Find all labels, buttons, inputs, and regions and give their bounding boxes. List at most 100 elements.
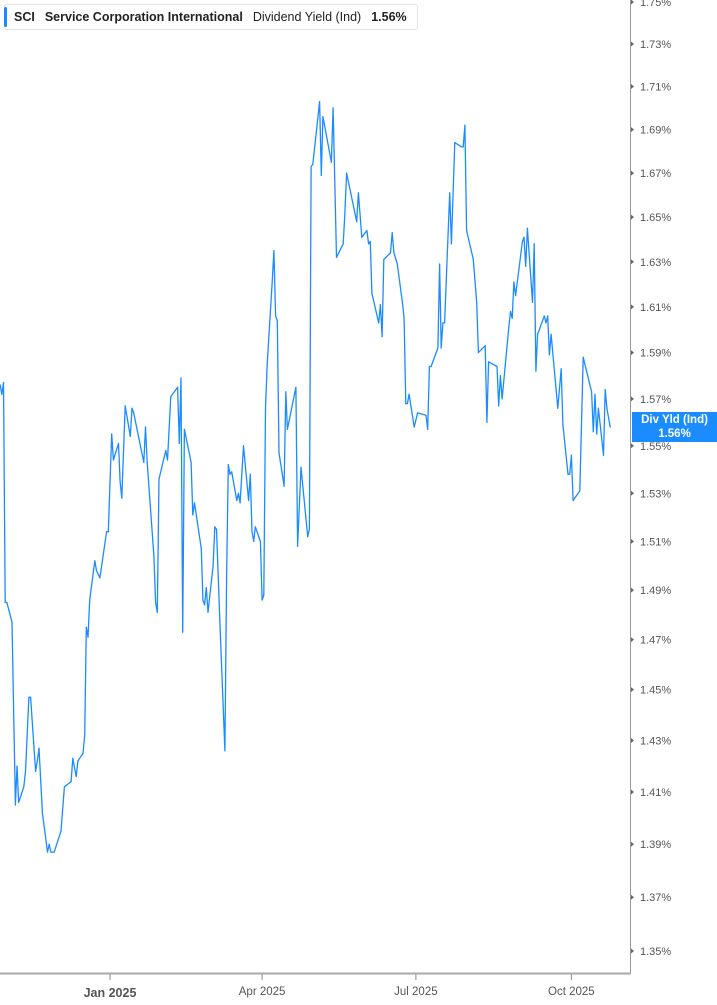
- data-point: [391, 232, 393, 234]
- data-point: [513, 281, 515, 283]
- data-point: [591, 391, 593, 393]
- data-point: [35, 770, 37, 772]
- data-point: [30, 696, 32, 698]
- data-point: [236, 499, 238, 502]
- data-point: [408, 393, 410, 395]
- data-point: [24, 770, 27, 772]
- data-point: [548, 354, 551, 356]
- data-point: [87, 636, 89, 638]
- data-point: [14, 804, 16, 806]
- data-point: [569, 473, 571, 475]
- data-point: [466, 229, 468, 232]
- data-point: [547, 315, 549, 317]
- y-tick-mark: [631, 841, 634, 847]
- y-tick-label: 1.65%: [640, 212, 671, 224]
- data-point: [533, 243, 535, 245]
- data-point: [226, 577, 228, 579]
- data-point: [378, 322, 380, 324]
- data-point: [476, 301, 478, 303]
- data-point: [53, 851, 55, 853]
- data-point: [310, 165, 312, 168]
- y-tick-label: 1.75%: [640, 0, 671, 9]
- data-point: [153, 555, 155, 557]
- y-tick-mark: [631, 737, 634, 743]
- data-point: [307, 536, 309, 538]
- data-point: [239, 502, 241, 504]
- data-point: [285, 391, 287, 393]
- data-point: [396, 263, 398, 265]
- data-point: [248, 499, 250, 502]
- data-point: [312, 163, 314, 165]
- data-point: [192, 514, 194, 516]
- data-point: [335, 256, 338, 258]
- data-point: [592, 431, 594, 433]
- data-point: [89, 599, 91, 601]
- data-point: [224, 750, 226, 752]
- y-tick-label: 1.39%: [640, 839, 671, 851]
- data-point: [596, 433, 598, 435]
- data-point: [393, 252, 395, 254]
- data-point: [94, 560, 96, 562]
- data-point: [276, 320, 278, 322]
- data-point: [204, 604, 206, 606]
- data-point: [462, 146, 464, 148]
- data-point: [444, 322, 446, 324]
- y-tick-label: 1.55%: [640, 441, 671, 453]
- data-point: [251, 531, 253, 533]
- y-tick-mark: [631, 789, 634, 795]
- data-point: [295, 386, 297, 388]
- data-point: [82, 752, 84, 754]
- data-point: [242, 445, 245, 447]
- data-point: [437, 347, 439, 349]
- data-point: [472, 258, 474, 261]
- data-point: [606, 407, 608, 409]
- data-point: [557, 407, 559, 409]
- data-point: [264, 407, 267, 409]
- last-value-number: 1.56%: [658, 428, 691, 440]
- data-point: [229, 473, 231, 475]
- data-point: [383, 258, 385, 261]
- data-point: [297, 545, 299, 547]
- data-point: [4, 601, 6, 604]
- y-tick-mark: [631, 127, 634, 133]
- data-point: [550, 333, 552, 335]
- data-point: [319, 101, 321, 103]
- data-point: [357, 192, 359, 194]
- data-point: [111, 433, 113, 435]
- data-point: [214, 526, 216, 528]
- y-tick-label: 1.67%: [640, 168, 671, 180]
- y-tick-label: 1.57%: [640, 394, 671, 406]
- data-point: [579, 490, 581, 492]
- data-point: [202, 599, 204, 601]
- data-point: [50, 851, 52, 853]
- data-point: [369, 241, 371, 243]
- data-point: [498, 405, 500, 407]
- data-point: [193, 502, 196, 504]
- y-tick-label: 1.53%: [640, 488, 671, 500]
- data-point: [124, 405, 126, 407]
- data-point: [428, 365, 430, 368]
- y-tick-mark: [631, 41, 634, 47]
- data-point: [166, 459, 169, 461]
- data-point: [207, 611, 209, 613]
- legend-value: 1.56%: [371, 10, 407, 24]
- data-point: [602, 454, 605, 456]
- data-point: [200, 548, 202, 550]
- data-point: [572, 499, 574, 502]
- data-point: [460, 146, 463, 148]
- data-point: [259, 540, 261, 543]
- data-point: [121, 497, 123, 499]
- data-point: [283, 485, 285, 487]
- data-point: [119, 480, 121, 482]
- x-tick-label: Jul 2025: [394, 986, 437, 998]
- data-point: [531, 301, 534, 303]
- data-point: [155, 601, 157, 604]
- data-point: [182, 631, 184, 633]
- data-point: [95, 570, 98, 572]
- data-point: [28, 696, 30, 698]
- data-point: [106, 531, 108, 533]
- y-tick-mark: [631, 84, 634, 90]
- data-point: [403, 317, 405, 319]
- y-tick-mark: [631, 214, 634, 220]
